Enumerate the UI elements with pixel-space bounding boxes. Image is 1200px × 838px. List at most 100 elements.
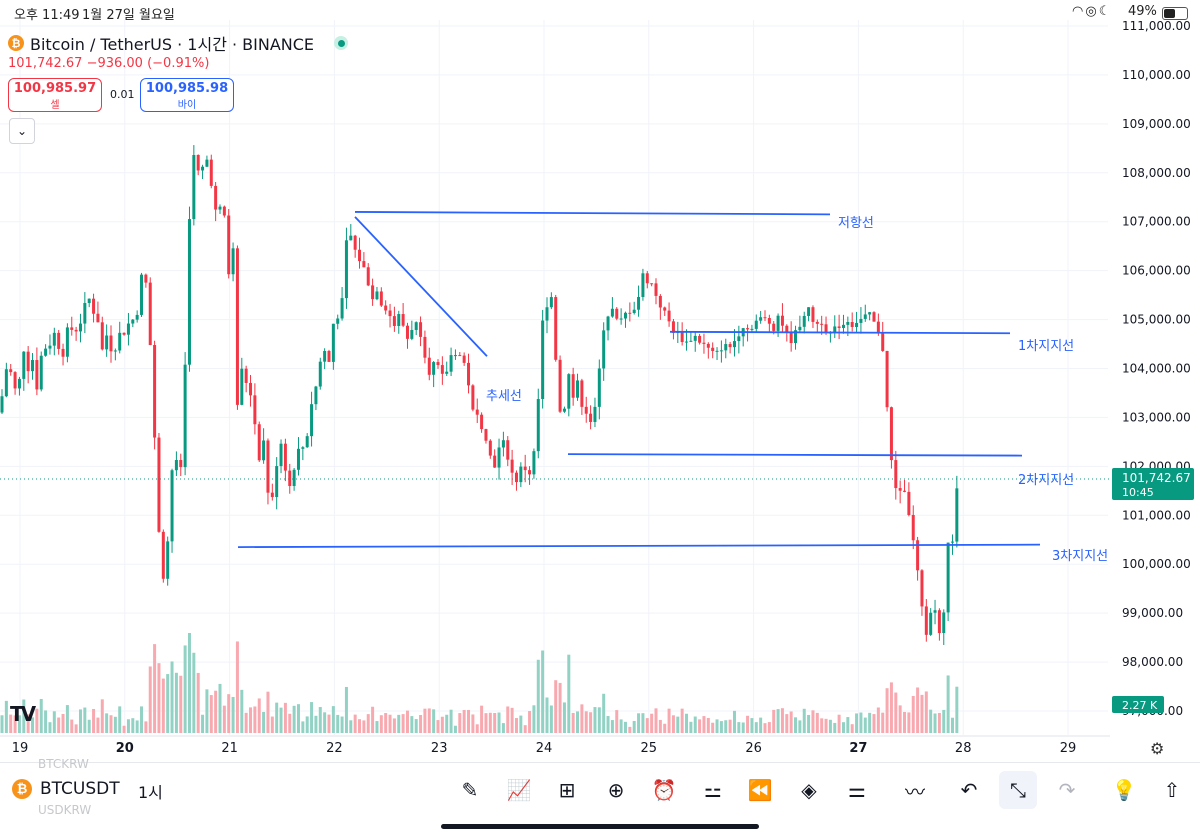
drawing-tool-button[interactable]: ✎ <box>461 778 479 802</box>
candle-body <box>576 380 580 398</box>
support-3-line[interactable] <box>237 543 1041 548</box>
candle-body <box>344 240 348 299</box>
settings-sliders-button[interactable]: ⚌ <box>848 778 866 802</box>
y-tick-label: 107,000.00 <box>1122 215 1191 229</box>
candle-body <box>955 488 959 542</box>
ideas-button[interactable]: 💡 <box>1111 778 1137 802</box>
candle-body <box>807 307 811 316</box>
redo-button[interactable]: ↷ <box>1058 778 1076 802</box>
volume-bar <box>671 715 675 733</box>
volume-bar <box>288 713 292 733</box>
volume-bar <box>170 661 174 733</box>
candle-body <box>222 206 226 216</box>
volume-bar <box>340 716 344 733</box>
alert-button[interactable]: ⏰ <box>651 778 677 802</box>
volume-bar <box>35 708 39 733</box>
volume-bar <box>658 719 662 733</box>
support-2-line[interactable] <box>567 453 1023 457</box>
volume-bar <box>227 694 231 733</box>
candle-body <box>606 316 610 331</box>
candle-body <box>820 323 824 325</box>
share-button[interactable]: ⇧ <box>1163 778 1181 802</box>
candle-body <box>170 470 174 542</box>
sell-price: 100,985.97 <box>13 81 97 96</box>
volume-bar <box>820 718 824 733</box>
candle-body <box>240 368 244 405</box>
candle-body <box>929 612 933 635</box>
volume-bar <box>497 712 501 733</box>
bottom-toolbar: BTCKRW ₿ BTCUSDT 1시 USDKRW ✎ 📈 ⊞ ⊕ ⏰ ⚍ ⏪ ◈ ⚌ 〰 ↶ ⤡ ↷… <box>0 757 1200 817</box>
volume-bar <box>436 720 440 733</box>
candle-body <box>13 372 17 389</box>
sell-button[interactable]: 100,985.97 셀 <box>8 78 102 112</box>
resistance-line[interactable] <box>354 211 831 216</box>
collapse-legend-button[interactable]: ⌄ <box>9 118 35 144</box>
chevron-down-icon: ⌄ <box>16 124 28 138</box>
candle-body <box>641 273 645 297</box>
chart-type-button[interactable]: ⚍ <box>704 778 722 802</box>
candle-body <box>423 336 427 358</box>
y-tick-label: 98,000.00 <box>1122 655 1183 669</box>
symbol-selector[interactable]: ₿ BTCUSDT <box>12 779 120 799</box>
fullscreen-exit-button[interactable]: ⤡ <box>999 771 1037 809</box>
trendline-line[interactable] <box>354 216 488 357</box>
volume-bar <box>366 714 370 733</box>
x-tick-label: 29 <box>1060 741 1077 756</box>
candle-body <box>179 459 183 468</box>
trend-tool-button[interactable]: 〰 <box>905 779 925 804</box>
battery-percent: 49% <box>1128 4 1157 19</box>
candle-body <box>898 488 902 491</box>
buy-button[interactable]: 100,985.98 바이 <box>140 78 234 112</box>
candle-body <box>645 273 649 284</box>
support-1-line[interactable] <box>669 330 1011 335</box>
candle-body <box>340 298 344 319</box>
layers-button[interactable]: ◈ <box>801 778 817 802</box>
volume-bar <box>440 716 444 733</box>
volume-bar <box>776 709 780 733</box>
candle-body <box>780 315 784 326</box>
timeframe-selector[interactable]: 1시 <box>138 783 163 802</box>
candle-body <box>632 309 636 314</box>
volume-bar <box>201 714 205 733</box>
candle-body <box>31 360 35 372</box>
volume-bar <box>57 717 61 733</box>
volume-bar <box>401 714 405 733</box>
candle-body <box>702 342 706 344</box>
indicators-button[interactable]: 📈 <box>506 778 532 802</box>
candle-body <box>57 332 61 349</box>
candle-body <box>698 335 702 343</box>
volume-bar <box>70 719 74 733</box>
symbol-header[interactable]: ₿ Bitcoin / TetherUS · 1시간 · BINANCE <box>8 31 349 55</box>
candle-body <box>488 440 492 456</box>
volume-bar <box>257 698 261 733</box>
volume-bar <box>240 689 244 733</box>
volume-bar <box>196 672 200 733</box>
volume-bar <box>475 724 479 733</box>
candle-body <box>671 321 675 333</box>
price-axis[interactable]: 111,000.00 110,000.00 109,000.00 108,000.00… <box>12 19 1194 756</box>
layout-button[interactable]: ⊞ <box>558 778 576 802</box>
x-tick-label: 20 <box>116 741 134 756</box>
add-button[interactable]: ⊕ <box>607 778 625 802</box>
volume-bar <box>528 711 532 733</box>
volume-bar <box>759 717 763 733</box>
volume-bar <box>772 709 776 733</box>
x-tick-label: 27 <box>849 741 867 756</box>
x-tick-label: 28 <box>955 741 972 756</box>
candle-body <box>833 326 837 333</box>
candle-body <box>52 332 56 346</box>
volume-bar <box>13 715 17 733</box>
replay-button[interactable]: ⏪ <box>747 778 773 802</box>
candle-body <box>946 542 950 613</box>
candle-body <box>22 351 26 379</box>
undo-button[interactable]: ↶ <box>960 778 978 802</box>
volume-bar <box>580 704 584 733</box>
volume-bar <box>388 714 392 733</box>
volume-bar <box>157 663 161 733</box>
volume-bar <box>929 709 933 733</box>
volume-bar <box>467 709 471 733</box>
gear-icon[interactable]: ⚙ <box>1150 739 1165 758</box>
candle-body <box>894 460 898 489</box>
